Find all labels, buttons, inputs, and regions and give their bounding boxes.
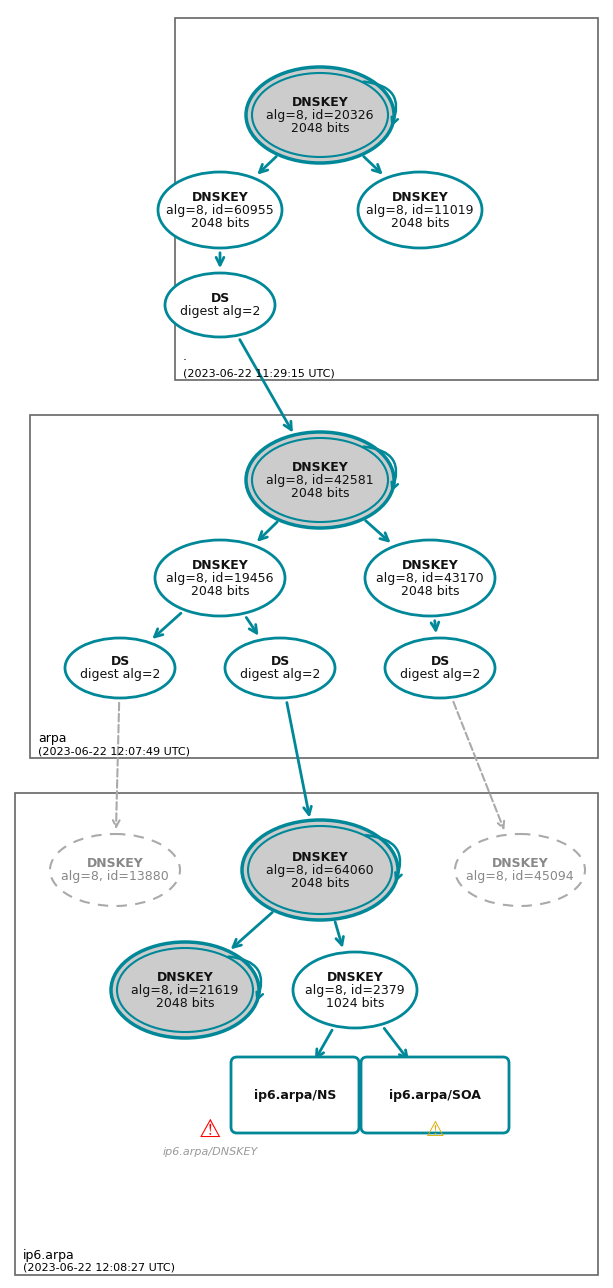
Text: DNSKEY: DNSKEY [327,970,383,984]
Text: digest alg=2: digest alg=2 [180,305,260,318]
Text: alg=8, id=21619: alg=8, id=21619 [131,984,238,997]
Ellipse shape [165,273,275,337]
Text: alg=8, id=2379: alg=8, id=2379 [305,984,405,997]
Text: alg=8, id=43170: alg=8, id=43170 [376,572,484,585]
Ellipse shape [248,826,392,914]
FancyBboxPatch shape [231,1057,359,1133]
Text: 2048 bits: 2048 bits [191,585,249,598]
Ellipse shape [65,638,175,698]
Text: alg=8, id=20326: alg=8, id=20326 [266,108,374,121]
Ellipse shape [225,638,335,698]
Text: alg=8, id=11019: alg=8, id=11019 [366,204,474,216]
FancyArrowPatch shape [366,835,402,880]
Ellipse shape [50,835,180,905]
Text: 2048 bits: 2048 bits [291,487,349,500]
Text: 2048 bits: 2048 bits [401,585,459,598]
Text: 2048 bits: 2048 bits [291,877,349,890]
Text: 2048 bits: 2048 bits [191,216,249,229]
Text: ⚠: ⚠ [425,1121,444,1140]
Text: DNSKEY: DNSKEY [392,191,448,204]
Text: DNSKEY: DNSKEY [402,559,459,572]
Text: DS: DS [110,656,129,668]
Text: alg=8, id=64060: alg=8, id=64060 [266,863,374,877]
Text: 2048 bits: 2048 bits [156,997,215,1010]
Text: ip6.arpa/NS: ip6.arpa/NS [254,1088,336,1101]
Text: DNSKEY: DNSKEY [292,95,348,108]
Text: (2023-06-22 12:08:27 UTC): (2023-06-22 12:08:27 UTC) [23,1264,175,1273]
FancyArrowPatch shape [364,81,398,124]
Ellipse shape [293,952,417,1028]
Text: 2048 bits: 2048 bits [390,216,449,229]
FancyArrowPatch shape [229,957,263,999]
Ellipse shape [158,173,282,249]
Text: digest alg=2: digest alg=2 [400,668,480,681]
Text: DNSKEY: DNSKEY [157,970,213,984]
Bar [175,18,598,380]
Bar [15,793,598,1275]
Text: DNSKEY: DNSKEY [192,559,248,572]
Ellipse shape [246,431,394,528]
Text: DNSKEY: DNSKEY [192,191,248,204]
Text: alg=8, id=42581: alg=8, id=42581 [266,474,374,487]
Text: 1024 bits: 1024 bits [326,997,384,1010]
Text: ip6.arpa: ip6.arpa [23,1249,75,1262]
FancyBboxPatch shape [361,1057,509,1133]
Ellipse shape [155,540,285,616]
Text: DNSKEY: DNSKEY [492,857,549,869]
Ellipse shape [117,948,253,1032]
Text: alg=8, id=13880: alg=8, id=13880 [61,869,169,884]
Text: digest alg=2: digest alg=2 [240,668,320,681]
Text: DS: DS [210,292,230,305]
Text: arpa: arpa [38,732,66,744]
Text: digest alg=2: digest alg=2 [80,668,160,681]
Ellipse shape [365,540,495,616]
Text: (2023-06-22 11:29:15 UTC): (2023-06-22 11:29:15 UTC) [183,368,335,377]
Text: ip6.arpa/SOA: ip6.arpa/SOA [389,1088,481,1101]
Text: (2023-06-22 12:07:49 UTC): (2023-06-22 12:07:49 UTC) [38,746,190,756]
Ellipse shape [246,67,394,164]
Text: ip6.arpa/DNSKEY: ip6.arpa/DNSKEY [162,1148,257,1157]
Ellipse shape [455,835,585,905]
Ellipse shape [252,73,388,157]
Text: .: . [183,350,187,363]
Ellipse shape [385,638,495,698]
Ellipse shape [358,173,482,249]
Text: alg=8, id=60955: alg=8, id=60955 [166,204,274,216]
Ellipse shape [242,820,398,920]
Text: DNSKEY: DNSKEY [292,461,348,474]
Ellipse shape [252,438,388,522]
Text: DNSKEY: DNSKEY [292,850,348,863]
Text: DS: DS [430,656,449,668]
Text: ⚠: ⚠ [199,1118,221,1142]
Text: 2048 bits: 2048 bits [291,121,349,134]
Text: alg=8, id=19456: alg=8, id=19456 [166,572,274,585]
Text: DNSKEY: DNSKEY [86,857,143,869]
Text: alg=8, id=45094: alg=8, id=45094 [466,869,574,884]
Text: DS: DS [270,656,289,668]
Bar [30,415,598,759]
FancyArrowPatch shape [364,447,398,489]
Ellipse shape [111,942,259,1038]
